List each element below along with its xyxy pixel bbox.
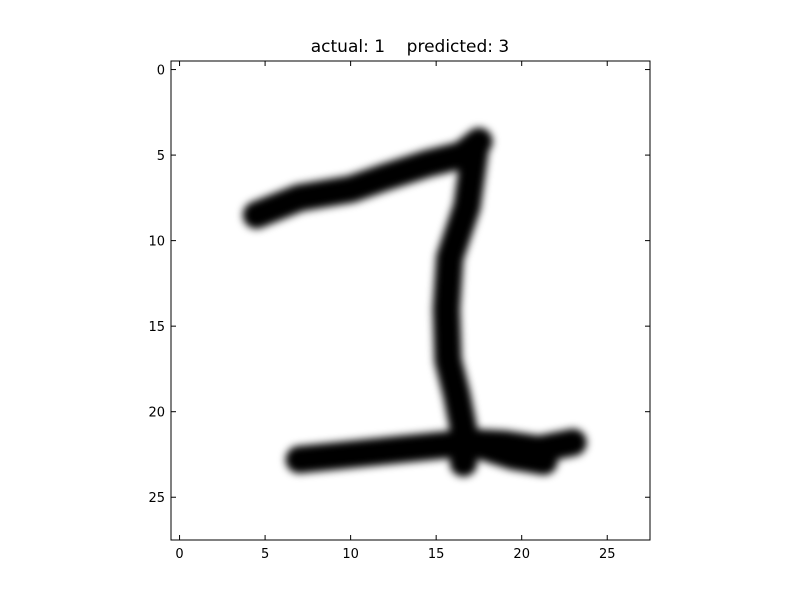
- y-tick-label-20: 20: [148, 406, 165, 421]
- x-tick-label-0: 0: [175, 547, 183, 562]
- y-tick-label-5: 5: [157, 149, 165, 164]
- digit-stroke-stem: [432, 132, 490, 477]
- x-tick-label-5: 5: [261, 547, 269, 562]
- x-tick-label-20: 20: [513, 547, 530, 562]
- y-tick-label-0: 0: [157, 64, 165, 79]
- y-tick-label-25: 25: [148, 491, 165, 506]
- x-tick-label-15: 15: [428, 547, 445, 562]
- x-tick-label-25: 25: [599, 547, 616, 562]
- axes-frame: [170, 60, 651, 541]
- chart-title: actual: 1 predicted: 3: [311, 37, 510, 57]
- digit-stroke-base-tail: [456, 428, 558, 475]
- image-background: [171, 61, 650, 540]
- x-tick-label-10: 10: [342, 547, 359, 562]
- y-tick-label-10: 10: [148, 235, 165, 250]
- x-axis: 0 5 10 15 20 25: [175, 61, 616, 562]
- y-tick-label-15: 15: [148, 320, 165, 335]
- digit-image: [242, 127, 587, 477]
- y-axis: 0 5 10 15 20 25: [148, 64, 650, 506]
